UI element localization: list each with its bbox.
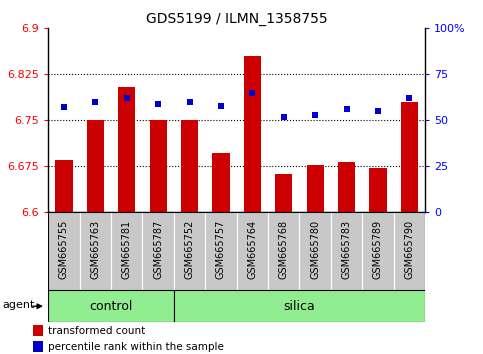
Text: GSM665780: GSM665780 [310,220,320,279]
Bar [237,212,268,290]
Point [123,96,130,101]
Bar [111,212,142,290]
Point [249,90,256,96]
Text: silica: silica [284,300,315,313]
Bar [118,87,135,212]
Text: GSM665763: GSM665763 [90,220,100,279]
Text: GSM665789: GSM665789 [373,220,383,279]
Bar [362,212,394,290]
Bar [80,212,111,290]
Bar [174,290,425,322]
Text: GSM665781: GSM665781 [122,220,132,279]
Point [406,96,413,101]
Text: agent: agent [2,299,35,310]
Text: GSM665790: GSM665790 [404,220,414,279]
Bar [307,165,324,212]
Bar [299,212,331,290]
Text: control: control [89,300,133,313]
Point [92,99,99,105]
Bar [33,325,43,336]
Bar [142,212,174,290]
Text: GSM665768: GSM665768 [279,220,289,279]
Text: percentile rank within the sample: percentile rank within the sample [47,342,224,352]
Text: GSM665752: GSM665752 [185,220,195,279]
Bar [213,153,229,212]
Point [186,99,194,105]
Text: GSM665783: GSM665783 [341,220,352,279]
Bar [244,56,261,212]
Bar [394,212,425,290]
Text: GSM665757: GSM665757 [216,220,226,279]
Text: GSM665755: GSM665755 [59,220,69,279]
Bar [87,120,104,212]
Bar [33,341,43,353]
Point [343,107,351,112]
Point [60,105,68,110]
Point [280,114,288,120]
Bar [205,212,237,290]
Point [374,108,382,114]
Title: GDS5199 / ILMN_1358755: GDS5199 / ILMN_1358755 [146,12,327,26]
Bar [56,160,72,212]
Point [312,112,319,118]
Bar [48,290,174,322]
Bar [331,212,362,290]
Text: GSM665787: GSM665787 [153,220,163,279]
Bar [174,212,205,290]
Bar [181,120,198,212]
Point [217,103,225,108]
Point [155,101,162,107]
Bar [150,120,167,212]
Bar [369,167,386,212]
Text: GSM665764: GSM665764 [247,220,257,279]
Bar [268,212,299,290]
Bar [401,102,418,212]
Text: transformed count: transformed count [47,326,145,336]
Bar [48,212,80,290]
Bar [338,162,355,212]
Bar [275,175,292,212]
